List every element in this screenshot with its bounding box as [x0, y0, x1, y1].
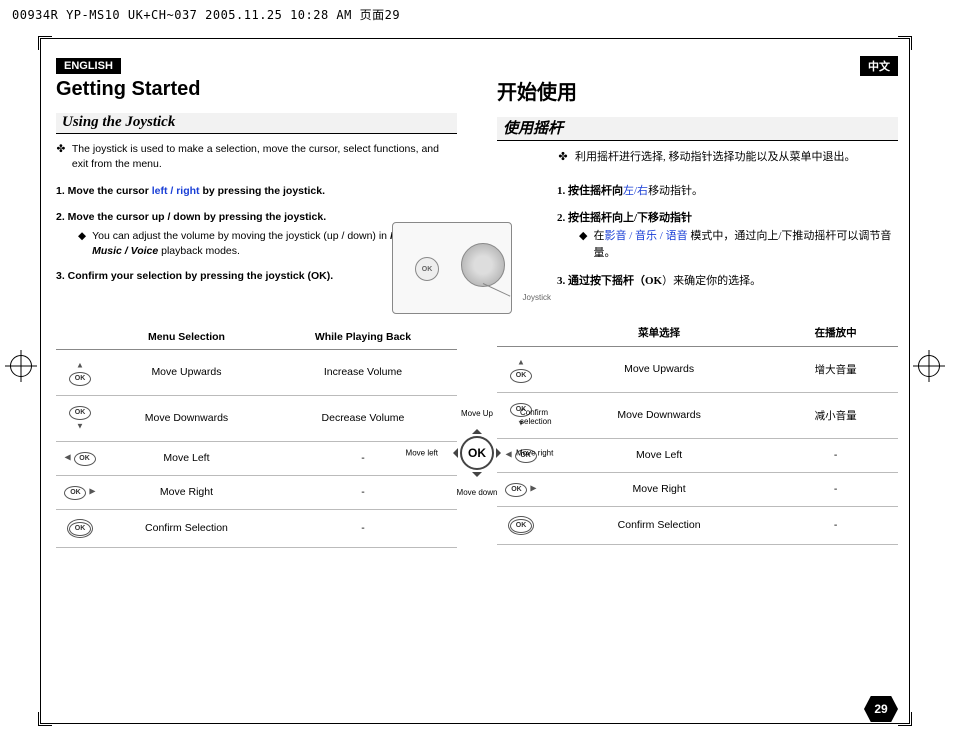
title-cn: 开始使用 [497, 76, 898, 105]
joystick-label: Joystick [523, 293, 551, 302]
chinese-column: 中文 开始使用 使用摇杆 ✤利用摇杆进行选择, 移动指针选择功能以及从菜单中退出… [497, 56, 898, 722]
playback-cell: - [773, 506, 898, 544]
direction-icon: OK [497, 506, 545, 544]
table-row: OK ▶Move Right- [56, 475, 457, 509]
ok-center-icon: OK [460, 436, 494, 470]
menu-selection-cell: Move Upwards [545, 346, 773, 392]
table-row: OKConfirm Selection- [56, 509, 457, 547]
cropmark [38, 36, 52, 50]
menu-selection-cell: Move Downwards [104, 395, 269, 441]
title-en: Getting Started [56, 78, 457, 101]
label-move-right: Move right [516, 449, 553, 458]
ok-button-icon: OK [415, 257, 439, 281]
cropmark [38, 712, 52, 726]
intro-en: The joystick is used to make a selection… [72, 142, 451, 172]
label-move-up: Move Up [461, 409, 493, 418]
menu-selection-cell: Move Right [104, 475, 269, 509]
label-move-left: Move left [406, 449, 438, 458]
menu-selection-cell: Move Upwards [104, 349, 269, 395]
table-row: OKConfirm Selection- [497, 506, 898, 544]
subsection-cn: 使用摇杆 [497, 117, 898, 141]
table-row: ▲OKMove Upwards增大音量 [497, 346, 898, 392]
registration-mark [918, 355, 940, 377]
playback-cell: 减小音量 [773, 392, 898, 438]
registration-mark [10, 355, 32, 377]
playback-cell: - [269, 509, 457, 547]
device-diagram: OK Joystick [392, 222, 512, 314]
menu-selection-cell: Confirm Selection [545, 506, 773, 544]
cropmark [898, 36, 912, 50]
doc-header: 00934R YP-MS10 UK+CH~037 2005.11.25 10:2… [12, 6, 400, 23]
playback-cell: Decrease Volume [269, 395, 457, 441]
lang-tag-english: ENGLISH [56, 58, 121, 74]
playback-cell: Increase Volume [269, 349, 457, 395]
compass-diagram: OK Move Up Move down Move left Move righ… [392, 436, 562, 470]
menu-selection-cell: Move Left [104, 441, 269, 475]
table-row: ▲OKMove UpwardsIncrease Volume [56, 349, 457, 395]
menu-selection-cell: Move Right [545, 472, 773, 506]
english-column: ENGLISH Getting Started Using the Joysti… [56, 56, 457, 722]
menu-selection-cell: Move Left [545, 438, 773, 472]
direction-icon: OK ▶ [497, 472, 545, 506]
direction-icon: ▲OK [56, 349, 104, 395]
label-confirm: Confirm selection [520, 408, 552, 426]
playback-cell: - [269, 475, 457, 509]
dial-icon [461, 243, 505, 287]
page-content: ENGLISH Getting Started Using the Joysti… [56, 56, 898, 722]
playback-cell: - [773, 472, 898, 506]
table-row: OK▼Move Downwards减小音量 [497, 392, 898, 438]
label-move-down: Move down [457, 488, 498, 497]
lang-tag-chinese: 中文 [860, 56, 898, 76]
table-row: OK ▶Move Right- [497, 472, 898, 506]
menu-selection-cell: Move Downwards [545, 392, 773, 438]
body-cn: ✤利用摇杆进行选择, 移动指针选择功能以及从菜单中退出。 1. 按住摇杆向左/右… [497, 149, 898, 291]
direction-icon: ◀ OK [56, 441, 104, 475]
direction-icon: OK▼ [56, 395, 104, 441]
playback-cell: 增大音量 [773, 346, 898, 392]
cropmark [898, 712, 912, 726]
direction-icon: ▲OK [497, 346, 545, 392]
playback-cell: - [773, 438, 898, 472]
page-number: 29 [864, 696, 898, 722]
direction-icon: OK ▶ [56, 475, 104, 509]
menu-selection-cell: Confirm Selection [104, 509, 269, 547]
table-row: OK▼Move DownwardsDecrease Volume [56, 395, 457, 441]
table-cn: 菜单选择 在播放中 ▲OKMove Upwards增大音量OK▼Move Dow… [497, 319, 898, 545]
direction-icon: OK [56, 509, 104, 547]
subsection-en: Using the Joystick [56, 113, 457, 134]
